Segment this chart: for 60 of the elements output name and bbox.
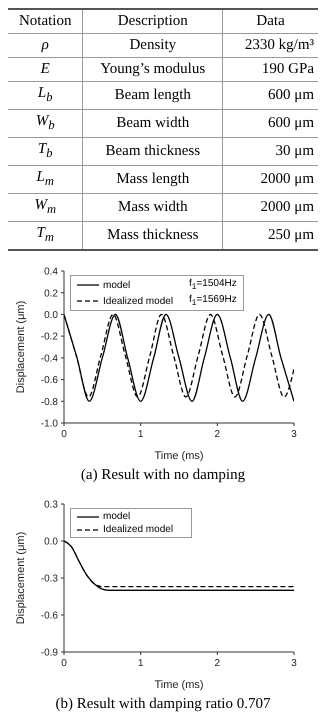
legend-label: Idealized model (103, 523, 174, 536)
legend-label: model (103, 510, 132, 523)
category-label: Beam length (114, 87, 191, 103)
y-axis-title: Displacement (μm) (15, 300, 27, 394)
annotation: f$_{1}$=1569Hz (189, 293, 237, 309)
category-label: W$_{m}$ (34, 197, 56, 216)
x-tick-label: 2 (214, 658, 221, 670)
y-tick-label: 0.0 (44, 536, 58, 548)
category-label: T$_{m}$ (36, 225, 54, 244)
text: (b) Result with damping ratio 0.707 (56, 696, 270, 712)
category-label: Mass thickness (107, 227, 198, 243)
text: 30 μm (276, 143, 314, 159)
y-tick-label: 0.3 (44, 500, 58, 511)
category-label: Mass length (116, 171, 190, 187)
x-tick-label: 2 (214, 429, 221, 440)
category-label: W$_{b}$ (36, 113, 55, 132)
text: 2330 kg/m³ (244, 37, 314, 53)
x-tick-label: 1 (138, 658, 144, 670)
text: 190 GPa (262, 61, 314, 77)
y-tick-label: 0.2 (44, 288, 58, 300)
x-tick-label: 1 (138, 429, 144, 440)
annotation: f$_{1}$=1504Hz (189, 277, 237, 293)
y-tick-label: -0.6 (40, 610, 58, 622)
y-tick-label: 0.4 (44, 266, 58, 278)
text: 250 μm (268, 227, 314, 243)
x-tick-label: 0 (61, 658, 68, 670)
x-tick-label: 0 (61, 429, 68, 440)
y-tick-label: -0.2 (40, 332, 58, 343)
category-label: Density (129, 37, 176, 53)
text: (a) Result with no damping (80, 467, 246, 483)
text: 2000 μm (260, 199, 314, 215)
category-label: L$_{m}$ (36, 169, 54, 188)
category-label: ρ (42, 37, 49, 53)
y-axis-title: Displacement (μm) (15, 532, 27, 624)
text: Description (118, 13, 188, 29)
text: Notation (18, 13, 72, 29)
y-tick-label: -0.4 (40, 353, 58, 364)
x-tick-label: 3 (291, 658, 298, 670)
y-tick-label: -1.0 (40, 418, 58, 430)
y-tick-label: -0.3 (40, 574, 58, 585)
legend-label: model (103, 278, 132, 292)
y-tick-label: 0.0 (44, 310, 58, 321)
text: 600 μm (268, 87, 314, 103)
x-tick-label: 3 (291, 429, 298, 440)
x-axis-title: Time (ms) (154, 679, 204, 691)
y-tick-label: -0.9 (40, 648, 58, 659)
category-label: E (40, 61, 50, 77)
category-label: Mass width (118, 199, 188, 215)
x-axis-title: Time (ms) (154, 450, 204, 462)
legend-label: Idealized model (103, 294, 174, 308)
text: Data (256, 13, 285, 29)
category-label: Young’s modulus (100, 61, 206, 77)
category-label: T$_{b}$ (38, 141, 52, 160)
text: 2000 μm (260, 171, 314, 187)
category-label: L$_{b}$ (38, 85, 52, 104)
category-label: Beam width (116, 115, 190, 131)
y-tick-label: -0.8 (40, 396, 58, 408)
text: 600 μm (268, 115, 314, 131)
y-tick-label: -0.6 (40, 375, 58, 386)
category-label: Beam thickness (106, 143, 200, 159)
